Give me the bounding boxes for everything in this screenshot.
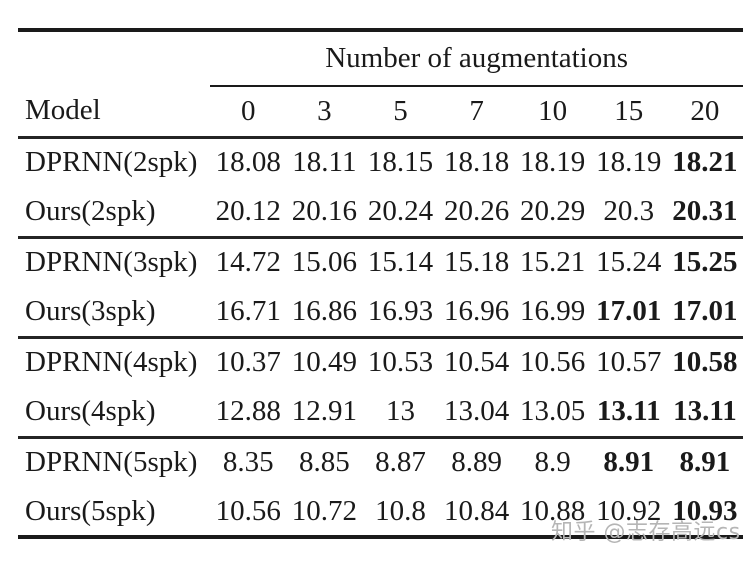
value-cell: 16.99 [520,294,586,327]
table-row: DPRNN(2spk) 18.08 18.11 18.15 18.18 18.19 18.1… [18,137,743,187]
column-header-20: 20 [666,86,743,139]
table-body: DPRNN(2spk) 18.08 18.11 18.15 18.18 18.19 18.1… [18,137,743,537]
value-cell: 17.01 [596,294,662,327]
column-header-3: 3 [286,86,363,139]
value-cell: 16.96 [443,294,510,327]
model-cell: Ours(3spk) [25,294,156,327]
value-cell: 10.56 [514,335,591,387]
value-cell: 20.16 [291,194,357,227]
column-header-10: 10 [514,86,591,139]
value-cell: 20.26 [443,194,510,227]
value-cell: 16.93 [367,294,434,327]
value-cell: 10.58 [666,335,743,387]
model-column-header: Model [18,86,211,139]
value-cell: 10.53 [362,335,439,387]
value-cell: 20.24 [367,194,434,227]
model-cell: Ours(4spk) [25,394,156,427]
value-cell: 10.93 [672,494,738,527]
model-cell: DPRNN(5spk) [18,435,211,487]
table-row: DPRNN(5spk) 8.35 8.85 8.87 8.89 8.9 8.91 8.91 [18,435,743,487]
model-cell: DPRNN(2spk) [25,146,198,179]
model-cell: DPRNN(3spk) [18,235,211,287]
table-row: DPRNN(4spk) 10.37 10.49 10.53 10.54 10.56 10.5… [18,335,743,387]
column-header-7: 7 [438,86,515,139]
value-cell: 15.18 [438,235,515,287]
table-row: Ours(2spk) 20.12 20.16 20.24 20.26 20.29 20.3 2… [18,187,743,237]
value-cell: 18.08 [215,146,281,179]
model-cell: Ours(5spk) [25,494,156,527]
value-cell: 12.88 [215,394,281,427]
value-cell: 15.21 [514,235,591,287]
value-cell: 20.31 [672,194,738,227]
value-cell: 10.84 [443,494,510,527]
value-cell: 18.19 [596,146,662,179]
model-cell: DPRNN(4spk) [18,335,211,387]
table-row: Ours(4spk) 12.88 12.91 13 13.04 13.05 13.11 13.… [18,387,743,437]
value-cell: 8.87 [362,435,439,487]
value-cell: 18.11 [292,146,357,179]
value-cell: 13.11 [596,394,661,427]
value-cell: 8.89 [438,435,515,487]
value-cell: 10.49 [286,335,363,387]
value-cell: 10.54 [438,335,515,387]
value-cell: 18.18 [443,146,510,179]
value-cell: 16.71 [215,294,281,327]
value-cell: 8.91 [590,435,667,487]
value-cell: 10.57 [590,335,667,387]
results-table: Number of augmentations Model 0 3 5 7 10 15 20… [18,28,743,539]
value-cell: 10.92 [596,494,662,527]
value-cell: 13 [385,394,415,427]
value-cell: 8.91 [666,435,743,487]
value-cell: 10.88 [520,494,586,527]
column-header-row: Model 0 3 5 7 10 15 20 [18,86,743,139]
value-cell: 18.21 [672,146,738,179]
value-cell: 18.15 [367,146,434,179]
corner-cell [18,30,210,86]
value-cell: 14.72 [210,235,287,287]
value-cell: 17.01 [672,294,738,327]
model-cell: Ours(2spk) [25,194,156,227]
column-header-0: 0 [210,86,287,139]
value-cell: 15.14 [362,235,439,287]
value-cell: 18.19 [520,146,586,179]
value-cell: 20.29 [520,194,586,227]
column-header-5: 5 [362,86,439,139]
value-cell: 10.56 [215,494,281,527]
value-cell: 16.86 [291,294,357,327]
value-cell: 12.91 [291,394,357,427]
watermark: 知乎 @志存高远cs [551,520,741,545]
value-cell: 15.25 [666,235,743,287]
value-cell: 20.3 [603,194,655,227]
value-cell: 10.37 [210,335,287,387]
value-cell: 13.04 [443,394,510,427]
value-cell: 20.12 [215,194,281,227]
value-cell: 13.11 [673,394,737,427]
value-cell: 13.05 [520,394,586,427]
value-cell: 8.9 [514,435,591,487]
value-cell: 10.8 [375,494,426,527]
span-header: Number of augmentations [210,30,743,87]
value-cell: 15.06 [286,235,363,287]
value-cell: 10.72 [291,494,357,527]
value-cell: 8.35 [210,435,287,487]
value-cell: 8.85 [286,435,363,487]
table-row: Ours(5spk) 10.56 10.72 10.8 10.84 10.88 10.92 1… [18,487,743,537]
span-header-row: Number of augmentations [18,30,743,87]
table-row: DPRNN(3spk) 14.72 15.06 15.14 15.18 15.21 15.2… [18,235,743,287]
table-row: Ours(3spk) 16.71 16.86 16.93 16.96 16.99 17.01… [18,287,743,337]
column-header-15: 15 [590,86,667,139]
value-cell: 15.24 [590,235,667,287]
